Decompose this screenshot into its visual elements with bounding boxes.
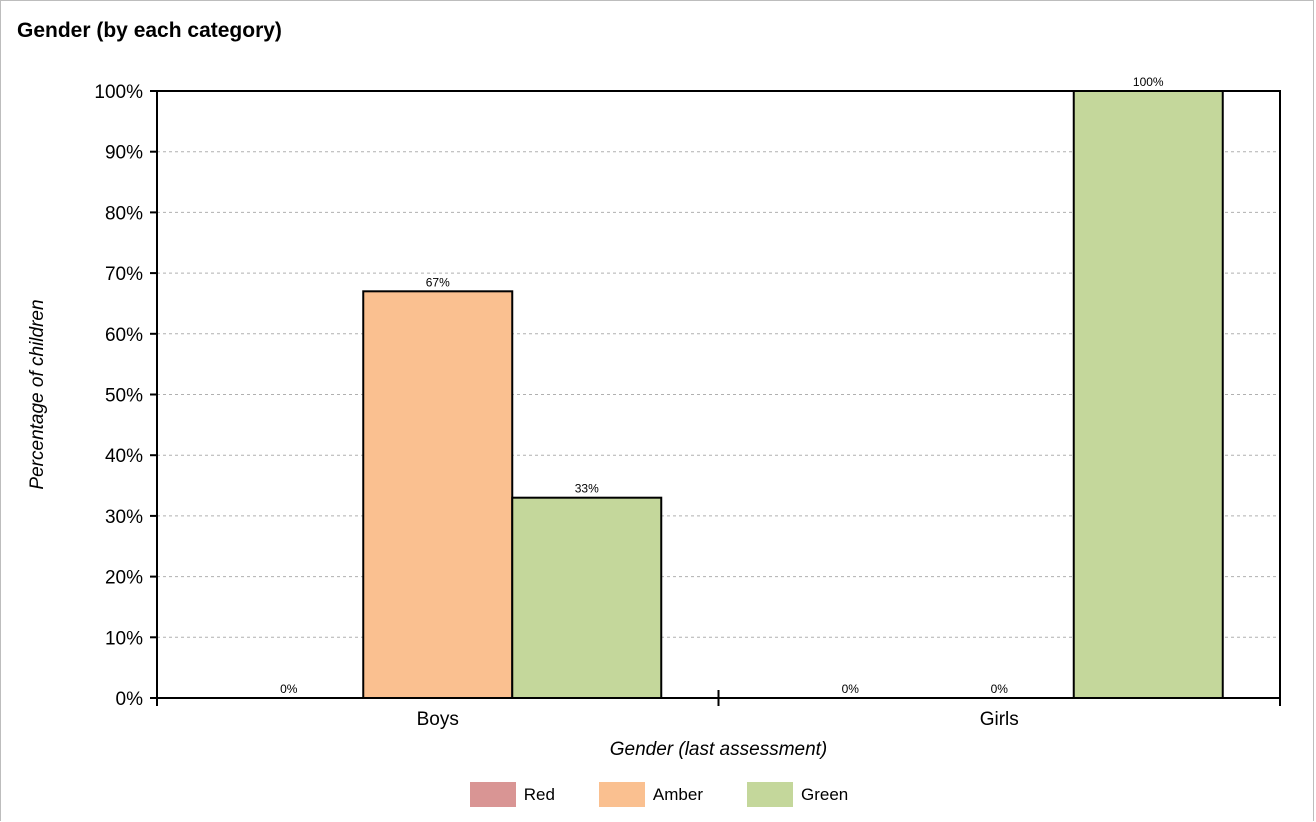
x-axis-title: Gender (last assessment) (610, 739, 828, 760)
y-tick-label: 80% (105, 203, 143, 224)
bar-green-girls (1072, 90, 1224, 699)
data-label: 0% (991, 682, 1009, 696)
data-label: 0% (842, 682, 860, 696)
data-label: 33% (575, 482, 599, 496)
bar-chart: 0% 10% 20% 30% 40% 50% 60% 70% 80% 90% 100% 0% 67% 33… (27, 75, 1281, 760)
legend-label: Amber (652, 784, 703, 804)
legend-item-amber: Amber (598, 782, 703, 807)
legend-label: Red (523, 784, 555, 804)
legend-item-green: Green (747, 782, 848, 807)
y-tick-label: 70% (105, 264, 143, 285)
bar-green-boys (511, 496, 663, 699)
y-tick-label: 30% (105, 507, 143, 528)
data-label: 100% (1133, 75, 1164, 89)
data-label: 0% (280, 682, 298, 696)
x-tick-label: Boys (417, 709, 459, 730)
y-tick-label: 40% (105, 446, 143, 467)
legend-label: Green (801, 784, 849, 804)
legend: Red Amber Green (1, 782, 1316, 807)
bar-amber-boys (362, 290, 514, 699)
data-label: 67% (426, 275, 450, 289)
y-tick-label: 50% (105, 386, 143, 407)
chart-title: Gender (by each category) (17, 19, 282, 42)
x-tick-label: Girls (980, 709, 1019, 730)
y-tick-label: 10% (105, 628, 143, 649)
legend-swatch (747, 782, 793, 807)
y-tick-label: 20% (105, 568, 143, 589)
legend-swatch (598, 782, 645, 807)
y-tick-label: 0% (116, 689, 144, 710)
y-tick-label: 90% (105, 143, 143, 164)
legend-item-red: Red (469, 782, 555, 807)
y-tick-label: 100% (94, 82, 143, 103)
y-axis-title: Percentage of children (27, 299, 48, 489)
legend-swatch (469, 782, 516, 807)
y-tick-label: 60% (105, 325, 143, 346)
